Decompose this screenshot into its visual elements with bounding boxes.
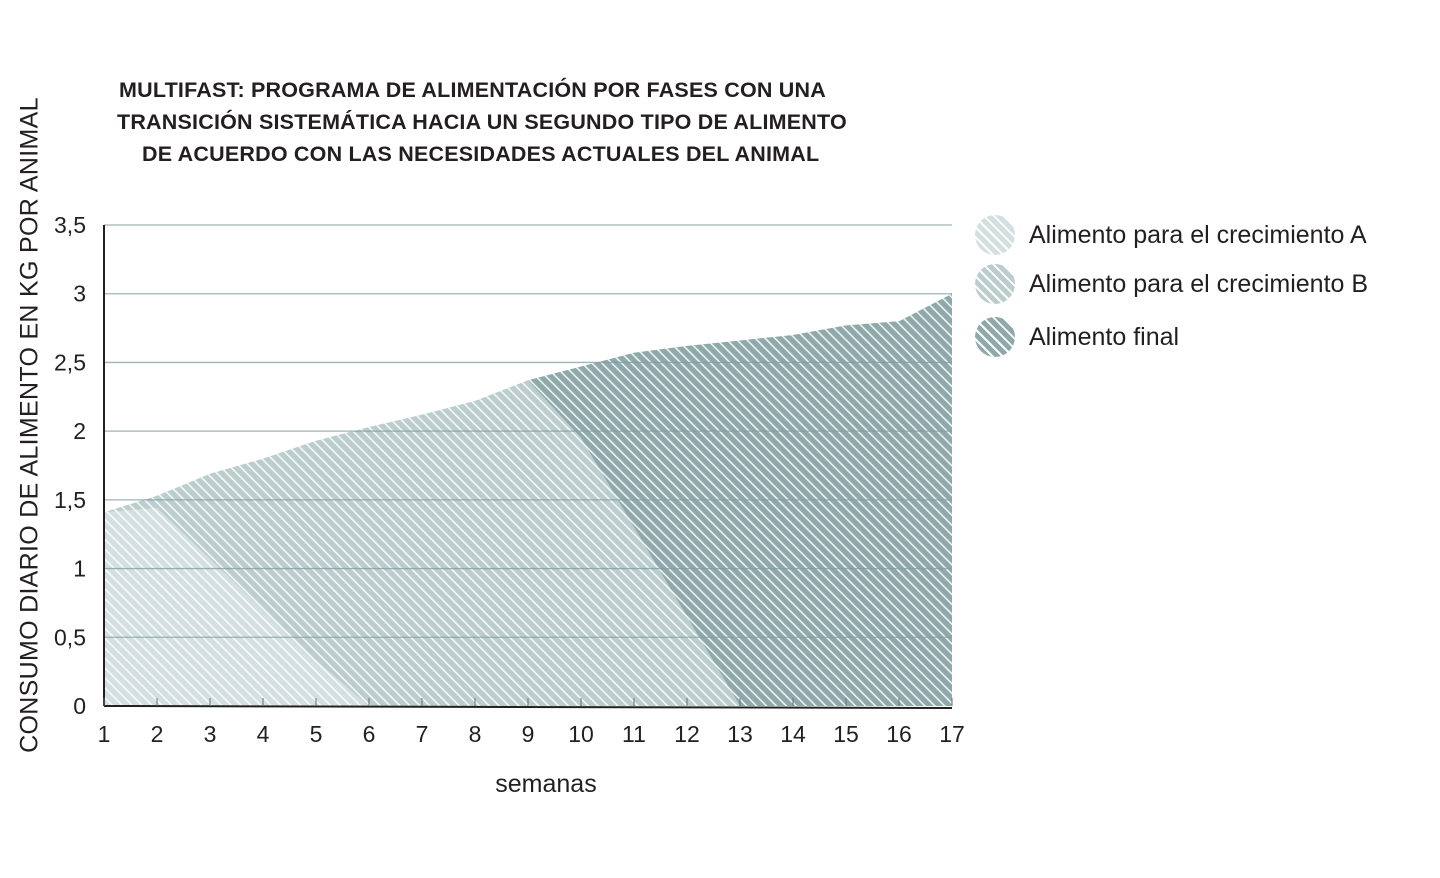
y-tick-label: 2,5 [54, 349, 86, 375]
legend-item-feed-a: Alimento para el crecimiento A [975, 215, 1367, 255]
y-tick-label: 3 [73, 281, 86, 307]
x-tick-label: 13 [727, 721, 753, 747]
x-tick-label: 8 [469, 721, 482, 747]
x-tick-label: 5 [310, 721, 323, 747]
x-axis [103, 705, 953, 709]
legend-swatch-feed-a [975, 215, 1015, 255]
chart-title-line-3: DE ACUERDO CON LAS NECESIDADES ACTUALES … [142, 142, 820, 166]
legend-swatch-final-feed [975, 317, 1015, 357]
x-tick-label: 15 [833, 721, 859, 747]
legend-label: Alimento para el crecimiento B [1029, 269, 1369, 298]
legend-item-final-feed: Alimento final [975, 317, 1179, 357]
chart-title-line-2: TRANSICIÓN SISTEMÁTICA HACIA UN SEGUNDO … [117, 110, 847, 134]
x-tick-label: 17 [939, 721, 965, 747]
x-tick-label: 11 [622, 721, 646, 747]
area-series-2 [104, 293, 952, 706]
x-tick-label: 3 [204, 721, 217, 747]
y-axis-label: CONSUMO DIARIO DE ALIMENTO EN KG POR ANI… [15, 97, 44, 753]
legend-label: Alimento para el crecimiento A [1029, 220, 1367, 249]
x-tick-label: 7 [416, 721, 429, 747]
legend-item-feed-b: Alimento para el crecimiento B [975, 264, 1368, 304]
x-tick-label: 10 [568, 721, 594, 747]
x-axis-label: semanas [495, 770, 597, 798]
x-tick-label: 14 [780, 721, 806, 747]
x-tick-label: 4 [257, 721, 270, 747]
x-tick-label: 12 [674, 721, 700, 747]
x-tick-label: 9 [522, 721, 535, 747]
y-tick-label: 1,5 [54, 487, 86, 513]
y-tick-label: 0,5 [54, 624, 86, 650]
y-tick-label: 0 [73, 693, 86, 719]
legend-label: Alimento final [1029, 322, 1180, 351]
x-tick-label: 1 [98, 721, 111, 747]
area-series-0 [104, 508, 952, 706]
y-tick-label: 1 [73, 556, 86, 582]
chart-title-line-1: MULTIFAST: PROGRAMA DE ALIMENTACIÓN POR … [119, 78, 826, 102]
x-tick-label: 6 [363, 721, 376, 747]
x-tick-label: 2 [151, 721, 164, 747]
y-tick-label: 2 [73, 418, 86, 444]
legend-swatch-feed-b [975, 264, 1015, 304]
area-series-1 [104, 380, 952, 706]
x-tick-label: 16 [886, 721, 912, 747]
y-tick-label: 3,5 [54, 212, 86, 238]
